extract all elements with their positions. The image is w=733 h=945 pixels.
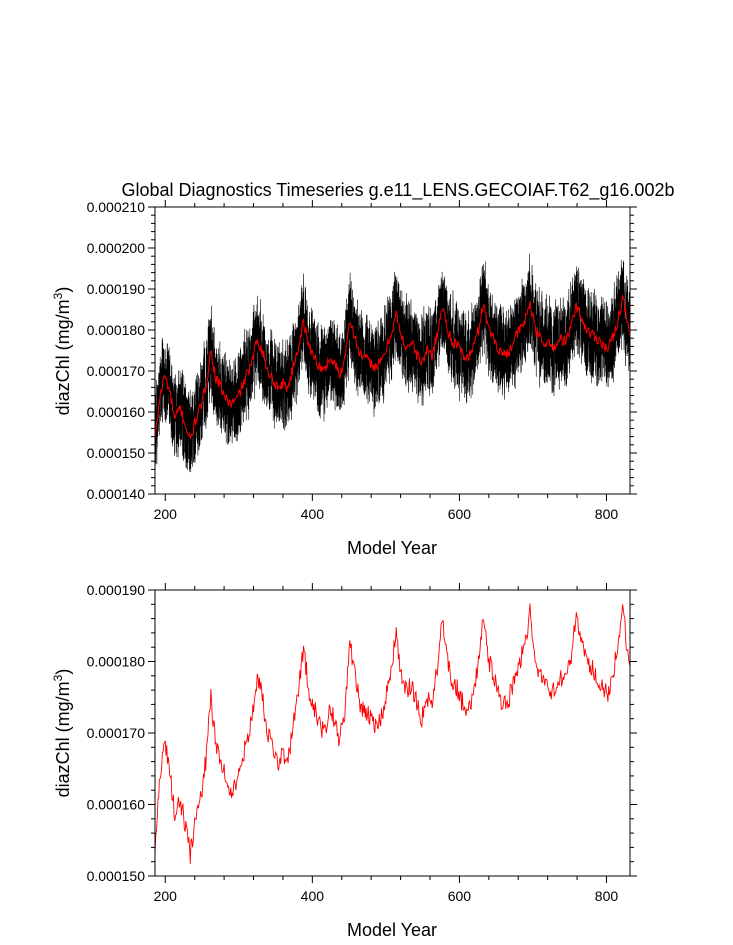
x-tick-label: 600 xyxy=(448,888,472,904)
x-tick-label: 200 xyxy=(154,506,178,522)
y-tick-label: 0.000140 xyxy=(87,486,146,502)
x-axis-label: Model Year xyxy=(347,920,437,940)
y-tick-label: 0.000170 xyxy=(87,363,146,379)
top-chart-series xyxy=(154,253,631,490)
y-tick-label: 0.000190 xyxy=(87,582,146,598)
x-tick-label: 800 xyxy=(595,506,619,522)
series-line-monthly xyxy=(154,253,631,490)
series-line-annual-mean xyxy=(154,294,631,441)
y-tick-label: 0.000150 xyxy=(87,445,146,461)
y-tick-label: 0.000160 xyxy=(87,404,146,420)
top-chart: Global Diagnostics Timeseries g.e11_LENS… xyxy=(51,180,674,558)
x-tick-label: 400 xyxy=(301,506,325,522)
y-tick-label: 0.000180 xyxy=(87,654,146,670)
top-chart-axes: 0.000140 0.000150 0.000160 0.000170 0.000180… xyxy=(87,199,637,522)
plot-frame xyxy=(154,206,631,495)
x-axis-label: Model Year xyxy=(347,538,437,558)
bottom-chart-series xyxy=(154,603,631,864)
y-tick-label: 0.000200 xyxy=(87,240,146,256)
y-axis-label: diazChl (mg/m3) xyxy=(51,669,73,798)
y-tick-label: 0.000160 xyxy=(87,797,146,813)
x-tick-label: 800 xyxy=(595,888,619,904)
x-tick-label: 200 xyxy=(154,888,178,904)
y-tick-label: 0.000190 xyxy=(87,281,146,297)
bottom-chart-axes: 0.000150 0.000160 0.000170 0.000180 0.000190… xyxy=(87,582,637,904)
y-tick-label: 0.000150 xyxy=(87,868,146,884)
y-axis-label: diazChl (mg/m3) xyxy=(51,287,73,416)
y-tick-label: 0.000170 xyxy=(87,725,146,741)
y-tick-label: 0.000210 xyxy=(87,199,146,215)
series-line-annual-mean xyxy=(154,603,631,864)
chart-title: Global Diagnostics Timeseries g.e11_LENS… xyxy=(122,180,675,201)
bottom-chart: 0.000150 0.000160 0.000170 0.000180 0.000190… xyxy=(51,582,637,940)
x-tick-label: 400 xyxy=(301,888,325,904)
x-tick-label: 600 xyxy=(448,506,472,522)
y-tick-label: 0.000180 xyxy=(87,322,146,338)
